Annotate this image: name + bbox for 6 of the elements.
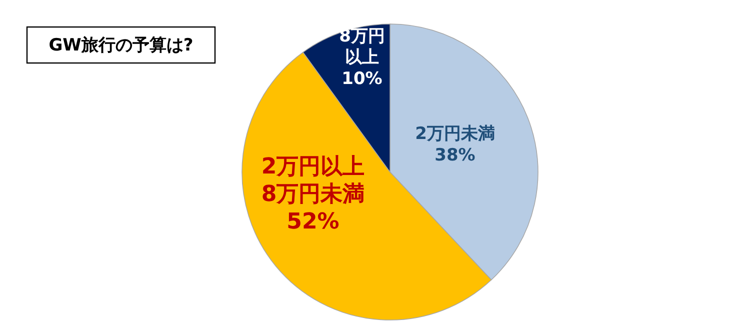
slice-label: 2万円未満	[415, 124, 495, 144]
text: GW旅行の予算は?	[48, 36, 194, 56]
data-label: 10%	[342, 68, 382, 89]
slice-label: 2万円以上8万円未満	[261, 154, 365, 208]
data-label: 52%	[286, 210, 340, 235]
data-label: 38%	[434, 145, 476, 166]
